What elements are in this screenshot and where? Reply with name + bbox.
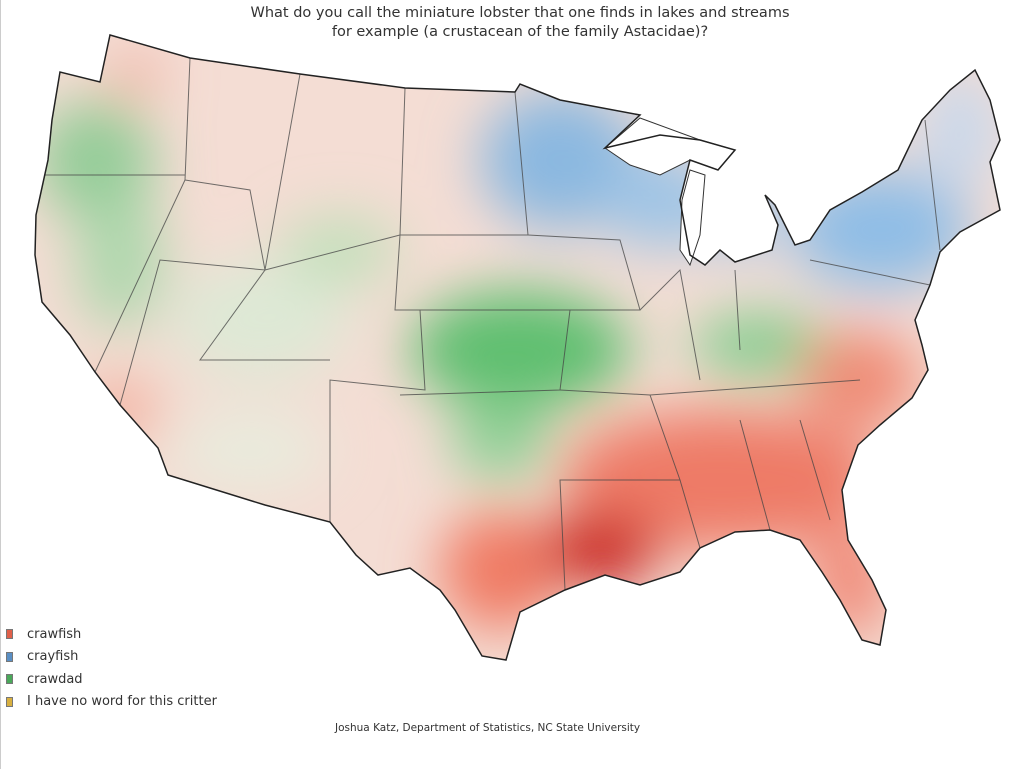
lake-michigan	[679, 169, 706, 267]
legend-swatch	[6, 651, 13, 662]
legend-swatch	[6, 696, 13, 707]
state-borders	[42, 57, 941, 591]
map-title: What do you call the miniature lobster t…	[250, 5, 790, 40]
legend-label: crawdad	[27, 671, 83, 687]
legend-swatch	[6, 674, 13, 685]
legend-swatch	[6, 629, 13, 640]
credit-text: Joshua Katz, Department of Statistics, N…	[335, 722, 641, 734]
legend-item-crawfish: crawfish	[6, 623, 217, 646]
legend-item-no-word: I have no word for this critter	[6, 691, 217, 714]
legend-label: crawfish	[27, 626, 82, 642]
legend-label: I have no word for this critter	[27, 694, 217, 710]
legend-label: crayfish	[27, 649, 79, 665]
legend-item-crawdad: crawdad	[6, 668, 217, 691]
legend-item-crayfish: crayfish	[6, 646, 217, 669]
legend: crawfish crayfish crawdad I have no word…	[6, 623, 217, 713]
